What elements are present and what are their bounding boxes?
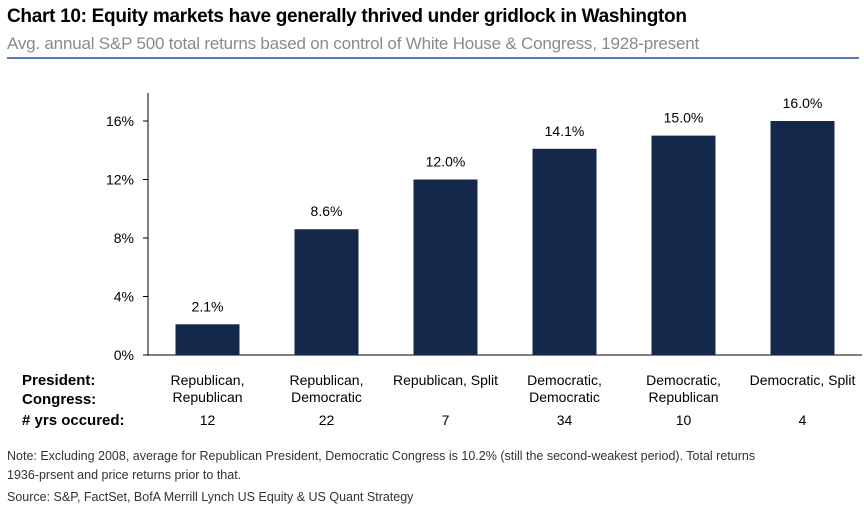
row-label-congress: Congress: <box>22 391 97 408</box>
y-tick-label: 16% <box>106 113 134 129</box>
years-count: 4 <box>798 412 807 428</box>
category-label: Democratic, Democratic <box>506 372 624 406</box>
row-label-president: President: <box>22 372 96 389</box>
chart-title: Chart 10: Equity markets have generally … <box>7 6 687 27</box>
category-label-line: Democratic <box>529 389 600 405</box>
years-count: 10 <box>675 412 692 428</box>
category-label-line: Democratic <box>291 389 362 405</box>
note-line-1: Note: Excluding 2008, average for Republ… <box>7 449 756 463</box>
y-tick-label: 4% <box>114 289 134 305</box>
years-count: 12 <box>199 412 216 428</box>
data-label: 12.0% <box>426 154 466 170</box>
data-label: 14.1% <box>545 123 585 139</box>
category-label-line: Republican <box>172 389 243 405</box>
category-label-line: Democratic, <box>527 372 602 388</box>
bar <box>651 135 716 355</box>
category-label: Democratic, Split <box>744 372 862 389</box>
years-count: 22 <box>318 412 335 428</box>
category-label-line: Democratic, <box>646 372 721 388</box>
bar <box>294 229 359 355</box>
category-label-line: Republican, <box>289 372 364 388</box>
chart-subtitle: Avg. annual S&P 500 total returns based … <box>7 34 700 53</box>
row-label-years: # yrs occured: <box>22 412 125 429</box>
category-label-line: Republican <box>648 389 719 405</box>
source-note: Source: S&P, FactSet, BofA Merrill Lynch… <box>7 490 414 504</box>
y-tick-label: 12% <box>106 172 134 188</box>
category-label-line: Republican, <box>170 372 245 388</box>
bar <box>770 121 835 355</box>
bar <box>532 148 597 355</box>
data-label: 2.1% <box>192 298 224 314</box>
category-label: Republican, Democratic <box>268 372 386 406</box>
data-label: 8.6% <box>311 203 343 219</box>
category-label: Republican, Split <box>387 372 505 389</box>
category-label-line: Republican, Split <box>392 372 499 388</box>
category-label: Republican, Republican <box>149 372 267 406</box>
category-label: Democratic, Republican <box>625 372 743 406</box>
data-label: 15.0% <box>664 110 704 126</box>
years-count: 34 <box>556 412 573 428</box>
note-line-2: 1936-prsent and price returns prior to t… <box>7 468 242 482</box>
years-count: 7 <box>441 412 450 428</box>
category-label-line: Democratic, Split <box>749 372 856 388</box>
bar <box>175 324 240 355</box>
y-tick-label: 8% <box>114 230 134 246</box>
bar <box>413 179 478 355</box>
data-label: 16.0% <box>783 95 823 111</box>
y-tick-label: 0% <box>114 347 134 363</box>
title-rule <box>7 57 859 59</box>
